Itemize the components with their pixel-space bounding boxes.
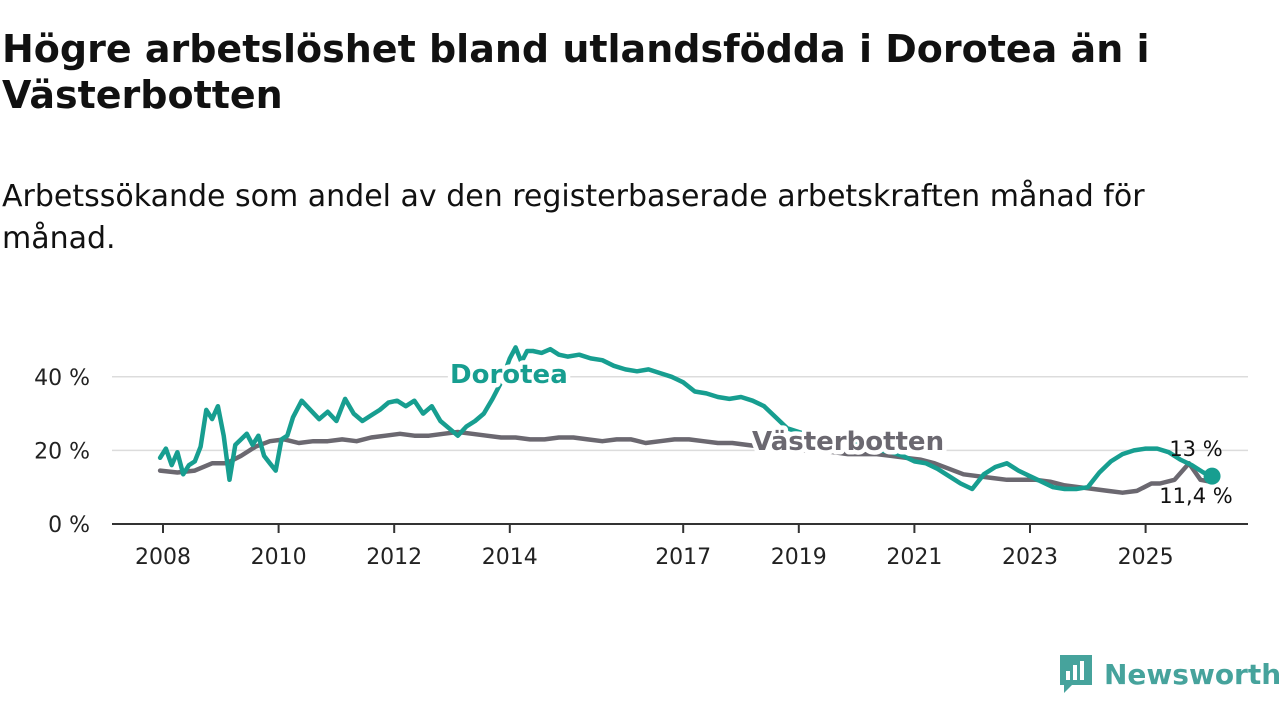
newsworthy-logo: Newsworthy [1058, 652, 1280, 696]
newsworthy-logo-icon [1060, 655, 1092, 693]
x-tick-label: 2010 [251, 545, 307, 570]
gridlines [112, 376, 1248, 452]
x-tick-label: 2021 [886, 545, 942, 570]
end-point-marker-dorotea [1203, 467, 1221, 485]
x-tick-label: 2012 [366, 545, 422, 570]
series-label-vasterbotten: Västerbotten [752, 427, 944, 457]
x-tick-label: 2019 [771, 545, 827, 570]
chart-subtitle: Arbetssökande som andel av den registerb… [2, 179, 1145, 256]
end-label-dorotea: 13 % [1169, 437, 1222, 461]
axes: 0 % 20 % 40 % 2008 2010 2012 2014 2017 2019 2021 2… [34, 366, 1248, 570]
x-tick-label: 2008 [135, 545, 191, 570]
chart-title: Högre arbetslöshet bland utlandsfödda i … [2, 27, 1150, 117]
series-lines [157, 345, 1215, 495]
x-tick-label: 2023 [1002, 545, 1058, 570]
series-line-v-sterbotten [157, 429, 1215, 495]
y-tick-label: 0 % [48, 513, 90, 538]
y-tick-label: 20 % [34, 439, 90, 464]
newsworthy-logo-text: Newsworthy [1104, 657, 1280, 691]
x-tick-label: 2014 [482, 545, 538, 570]
series-line-dorotea [157, 345, 1215, 492]
end-label-vasterbotten: 11,4 % [1159, 484, 1232, 508]
x-tick-label: 2017 [655, 545, 711, 570]
labels: Dorotea Västerbotten 13 % 11,4 % [446, 356, 1233, 509]
series-label-dorotea: Dorotea [450, 360, 568, 390]
x-tick-label: 2025 [1118, 545, 1174, 570]
y-tick-label: 40 % [34, 366, 90, 391]
